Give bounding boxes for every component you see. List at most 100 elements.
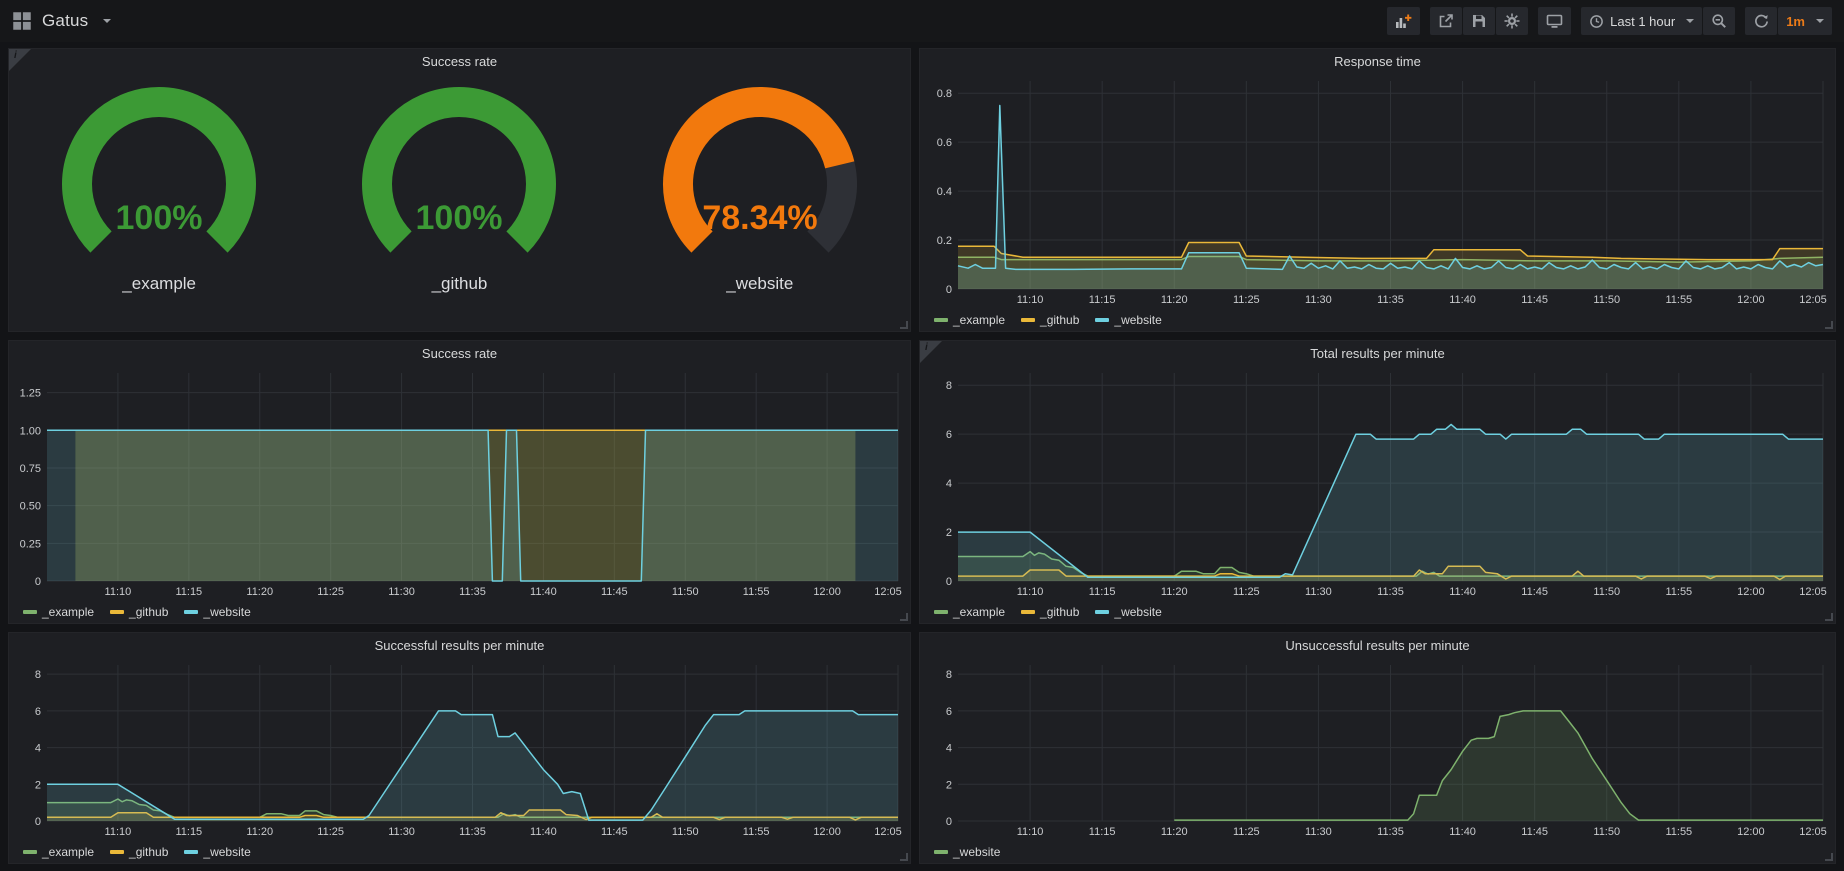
chart-legend: _example _github _website: [23, 844, 251, 859]
chart-plot[interactable]: 00.20.40.60.811:1011:1511:2011:2511:3011…: [924, 75, 1831, 309]
legend-color-dash: [110, 610, 124, 614]
panel-title[interactable]: Success rate: [9, 49, 910, 75]
svg-text:6: 6: [946, 706, 952, 718]
svg-text:11:20: 11:20: [1161, 294, 1188, 306]
chart-legend: _example _github _website: [934, 604, 1162, 619]
legend-label: _example: [42, 845, 94, 859]
legend-color-dash: [934, 850, 948, 854]
svg-text:11:40: 11:40: [530, 586, 557, 598]
gauge-row: 100% _example 100% _github 78.34% _websi…: [9, 81, 910, 294]
refresh-interval-button[interactable]: 1m: [1778, 7, 1832, 35]
gauge-svg: 78.34%: [645, 81, 875, 267]
legend-label: _github: [129, 845, 168, 859]
panel-total-results: i Total results per minute 0246811:1011:…: [919, 340, 1836, 624]
svg-text:11:30: 11:30: [1305, 294, 1332, 306]
svg-text:11:10: 11:10: [1017, 586, 1044, 598]
legend-item[interactable]: _example: [23, 605, 94, 619]
svg-text:11:15: 11:15: [175, 826, 202, 838]
gauge-arc: 78.34%: [610, 81, 910, 272]
legend-color-dash: [23, 610, 37, 614]
svg-text:11:20: 11:20: [1161, 826, 1188, 838]
save-button[interactable]: [1463, 7, 1495, 35]
legend-label: _example: [42, 605, 94, 619]
panel-successful-results: Successful results per minute 0246811:10…: [8, 632, 911, 864]
refresh-button[interactable]: [1745, 7, 1777, 35]
gauge-label: _example: [9, 274, 309, 294]
svg-text:6: 6: [946, 429, 952, 441]
svg-text:4: 4: [946, 743, 952, 755]
legend-label: _website: [1114, 313, 1161, 327]
panel-title[interactable]: Success rate: [9, 341, 910, 367]
chart-svg: 00.20.40.60.811:1011:1511:2011:2511:3011…: [924, 75, 1831, 309]
gauge-arc: 100%: [9, 81, 309, 272]
chart-legend: _example _github _website: [934, 312, 1162, 327]
svg-text:0.8: 0.8: [937, 88, 952, 100]
svg-text:12:05: 12:05: [874, 586, 902, 598]
svg-text:11:45: 11:45: [1521, 586, 1548, 598]
svg-text:6: 6: [35, 706, 41, 718]
gauge-website: 78.34% _website: [610, 81, 910, 294]
chart-plot[interactable]: 0246811:1011:1511:2011:2511:3011:3511:40…: [924, 659, 1831, 841]
svg-text:0.50: 0.50: [20, 501, 41, 513]
legend-item[interactable]: _example: [934, 313, 1005, 327]
svg-text:11:25: 11:25: [1233, 586, 1260, 598]
svg-text:12:00: 12:00: [1737, 826, 1765, 838]
legend-item[interactable]: _github: [110, 845, 168, 859]
navbar: Gatus: [0, 0, 1844, 42]
panel-title[interactable]: Unsuccessful results per minute: [920, 633, 1835, 659]
svg-text:0.25: 0.25: [20, 538, 41, 550]
svg-text:11:40: 11:40: [530, 826, 557, 838]
legend-label: _example: [953, 313, 1005, 327]
refresh-interval-label: 1m: [1786, 14, 1805, 29]
chart-plot[interactable]: 00.250.500.751.001.2511:1011:1511:2011:2…: [13, 367, 906, 601]
svg-text:11:50: 11:50: [1593, 826, 1620, 838]
resize-handle[interactable]: [900, 321, 908, 329]
svg-text:8: 8: [946, 380, 952, 392]
resize-handle[interactable]: [900, 613, 908, 621]
dashboard-title-button[interactable]: Gatus: [12, 11, 111, 31]
resize-handle[interactable]: [1825, 321, 1833, 329]
share-button[interactable]: [1430, 7, 1462, 35]
chevron-down-icon: [1816, 19, 1824, 23]
legend-item[interactable]: _website: [1095, 605, 1161, 619]
chart-legend: _example _github _website: [23, 604, 251, 619]
chart-plot[interactable]: 0246811:1011:1511:2011:2511:3011:3511:40…: [924, 367, 1831, 601]
svg-text:11:20: 11:20: [1161, 586, 1188, 598]
panel-title[interactable]: Response time: [920, 49, 1835, 75]
legend-item[interactable]: _website: [184, 605, 250, 619]
legend-item[interactable]: _github: [1021, 313, 1079, 327]
info-glyph: i: [14, 50, 17, 61]
cycle-view-button[interactable]: [1538, 7, 1571, 35]
chevron-down-icon: [103, 19, 111, 23]
add-panel-icon: [1395, 13, 1412, 30]
resize-handle[interactable]: [1825, 613, 1833, 621]
legend-item[interactable]: _website: [184, 845, 250, 859]
zoom-out-button[interactable]: [1703, 7, 1735, 35]
legend-item[interactable]: _github: [1021, 605, 1079, 619]
svg-text:12:00: 12:00: [813, 826, 841, 838]
chart-svg: 00.250.500.751.001.2511:1011:1511:2011:2…: [13, 367, 906, 601]
panel-title[interactable]: Successful results per minute: [9, 633, 910, 659]
time-range-button[interactable]: Last 1 hour: [1581, 7, 1702, 35]
chart-svg: 0246811:1011:1511:2011:2511:3011:3511:40…: [924, 367, 1831, 601]
svg-text:4: 4: [35, 743, 41, 755]
legend-item[interactable]: _website: [1095, 313, 1161, 327]
legend-item[interactable]: _website: [934, 845, 1000, 859]
clock-icon: [1589, 14, 1604, 29]
svg-text:11:40: 11:40: [1449, 586, 1476, 598]
chart-legend: _website: [934, 844, 1000, 859]
svg-text:11:55: 11:55: [1665, 586, 1692, 598]
chart-plot[interactable]: 0246811:1011:1511:2011:2511:3011:3511:40…: [13, 659, 906, 841]
svg-text:2: 2: [35, 779, 41, 791]
legend-label: _website: [203, 845, 250, 859]
legend-color-dash: [110, 850, 124, 854]
resize-handle[interactable]: [1825, 853, 1833, 861]
legend-item[interactable]: _github: [110, 605, 168, 619]
settings-button[interactable]: [1496, 7, 1528, 35]
svg-text:2: 2: [946, 779, 952, 791]
resize-handle[interactable]: [900, 853, 908, 861]
add-panel-button[interactable]: [1387, 7, 1420, 35]
legend-item[interactable]: _example: [934, 605, 1005, 619]
legend-item[interactable]: _example: [23, 845, 94, 859]
panel-title[interactable]: Total results per minute: [920, 341, 1835, 367]
